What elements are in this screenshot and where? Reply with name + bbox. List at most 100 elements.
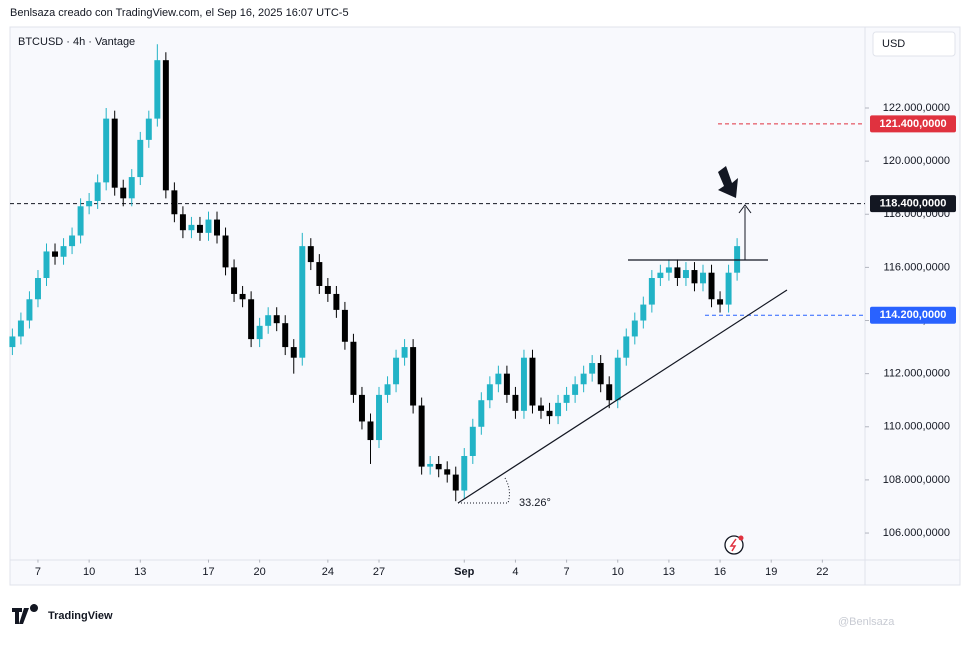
candle-body xyxy=(299,246,306,358)
candle-body xyxy=(623,336,630,358)
candle-body xyxy=(273,315,280,324)
candle-body xyxy=(188,224,195,231)
x-tick-label: 16 xyxy=(714,566,726,578)
candle-body xyxy=(231,267,238,294)
candle-body xyxy=(563,394,570,403)
currency-button[interactable] xyxy=(872,31,956,57)
candle-body xyxy=(410,347,417,406)
candle-body xyxy=(341,309,348,342)
candle-body xyxy=(205,219,212,233)
candle-body xyxy=(597,363,604,385)
symbol-title: BTCUSD · 4h · Vantage xyxy=(18,36,135,48)
candle-body xyxy=(674,267,681,279)
candle-body xyxy=(333,293,340,310)
candle-body xyxy=(538,405,544,411)
candle-body xyxy=(691,270,698,284)
x-tick-label: 20 xyxy=(254,566,266,578)
candle-body xyxy=(717,299,724,305)
candle-body xyxy=(555,402,562,417)
candle-body xyxy=(222,235,229,268)
candle-body xyxy=(179,214,186,231)
x-tick-label: 27 xyxy=(373,566,385,578)
x-tick-label: 24 xyxy=(322,566,334,578)
candle-body xyxy=(427,463,434,467)
candle-body xyxy=(725,272,732,305)
lightning-icon[interactable] xyxy=(724,535,744,555)
y-tick-label: 122.000,0000 xyxy=(883,102,950,114)
y-tick-label: 116.000,0000 xyxy=(884,261,950,273)
candle-body xyxy=(384,384,391,395)
candle-body xyxy=(546,410,553,417)
candle-body xyxy=(376,394,382,441)
candle-body xyxy=(43,251,50,279)
candle-body xyxy=(640,304,647,321)
candle-body xyxy=(614,357,621,401)
candle-body xyxy=(239,293,246,300)
candle-body xyxy=(418,405,425,467)
x-tick-label: 4 xyxy=(512,566,518,578)
candle-body xyxy=(350,341,357,395)
watermark: @Benlsaza xyxy=(838,616,895,628)
candle-body xyxy=(708,272,715,300)
candle-body xyxy=(495,373,502,385)
candle-body xyxy=(145,118,152,140)
candle-body xyxy=(214,219,220,236)
x-tick-label: 13 xyxy=(134,566,146,578)
candle-body xyxy=(111,118,118,188)
candle-body xyxy=(512,394,519,411)
trend-line xyxy=(457,289,788,504)
candle-body xyxy=(461,455,468,491)
y-tick-label: 106.000,0000 xyxy=(883,527,950,539)
candle-body xyxy=(94,182,101,201)
tv-logo-text: TradingView xyxy=(48,610,113,622)
x-tick-label: 10 xyxy=(612,566,624,578)
x-tick-label: 17 xyxy=(202,566,214,578)
candle-body xyxy=(580,373,587,385)
x-tick-label: 7 xyxy=(35,566,41,578)
candle-body xyxy=(572,384,579,395)
candle-body xyxy=(401,347,408,358)
y-tick-label: 112.000,0000 xyxy=(884,368,950,380)
candle-body xyxy=(307,246,314,263)
y-tick-label: 110.000,0000 xyxy=(884,421,950,433)
x-tick-label: 13 xyxy=(663,566,675,578)
candle-body xyxy=(52,251,59,257)
candle-body xyxy=(120,187,127,199)
candle-body xyxy=(367,421,374,441)
candle-body xyxy=(196,224,203,233)
lightning-bolt xyxy=(729,538,737,552)
candle-body xyxy=(162,60,169,191)
candle-body xyxy=(478,400,485,427)
target-arrow-head xyxy=(738,204,752,214)
price-tag xyxy=(870,195,956,213)
price-tag xyxy=(870,306,956,324)
candle-body xyxy=(520,357,527,411)
candle-body xyxy=(60,246,67,257)
candle-body xyxy=(452,474,459,491)
candle-body xyxy=(700,272,706,284)
candle-body xyxy=(657,272,664,279)
y-tick-label: 120.000,0000 xyxy=(883,155,950,167)
candle-body xyxy=(503,373,510,395)
chart-frame xyxy=(9,26,961,586)
candle-body xyxy=(248,299,255,340)
candle-body xyxy=(435,463,442,470)
candle-body xyxy=(77,206,84,236)
y-tick-label: 108.000,0000 xyxy=(883,474,950,486)
candle-body xyxy=(34,278,41,300)
currency-label: USD xyxy=(882,38,905,50)
candle-body xyxy=(265,315,272,326)
x-tick-label: 10 xyxy=(83,566,95,578)
candle-body xyxy=(606,384,613,401)
price-tag-label: 121.400,0000 xyxy=(879,118,946,130)
candle-body xyxy=(665,267,672,273)
x-tick-label: Sep xyxy=(454,566,474,578)
candle-body xyxy=(26,299,33,321)
candle-body xyxy=(589,363,596,374)
candle-body xyxy=(290,347,297,358)
candle-body xyxy=(69,235,76,247)
candle-body xyxy=(682,270,689,279)
price-tag xyxy=(870,115,956,133)
candle-body xyxy=(154,60,161,119)
